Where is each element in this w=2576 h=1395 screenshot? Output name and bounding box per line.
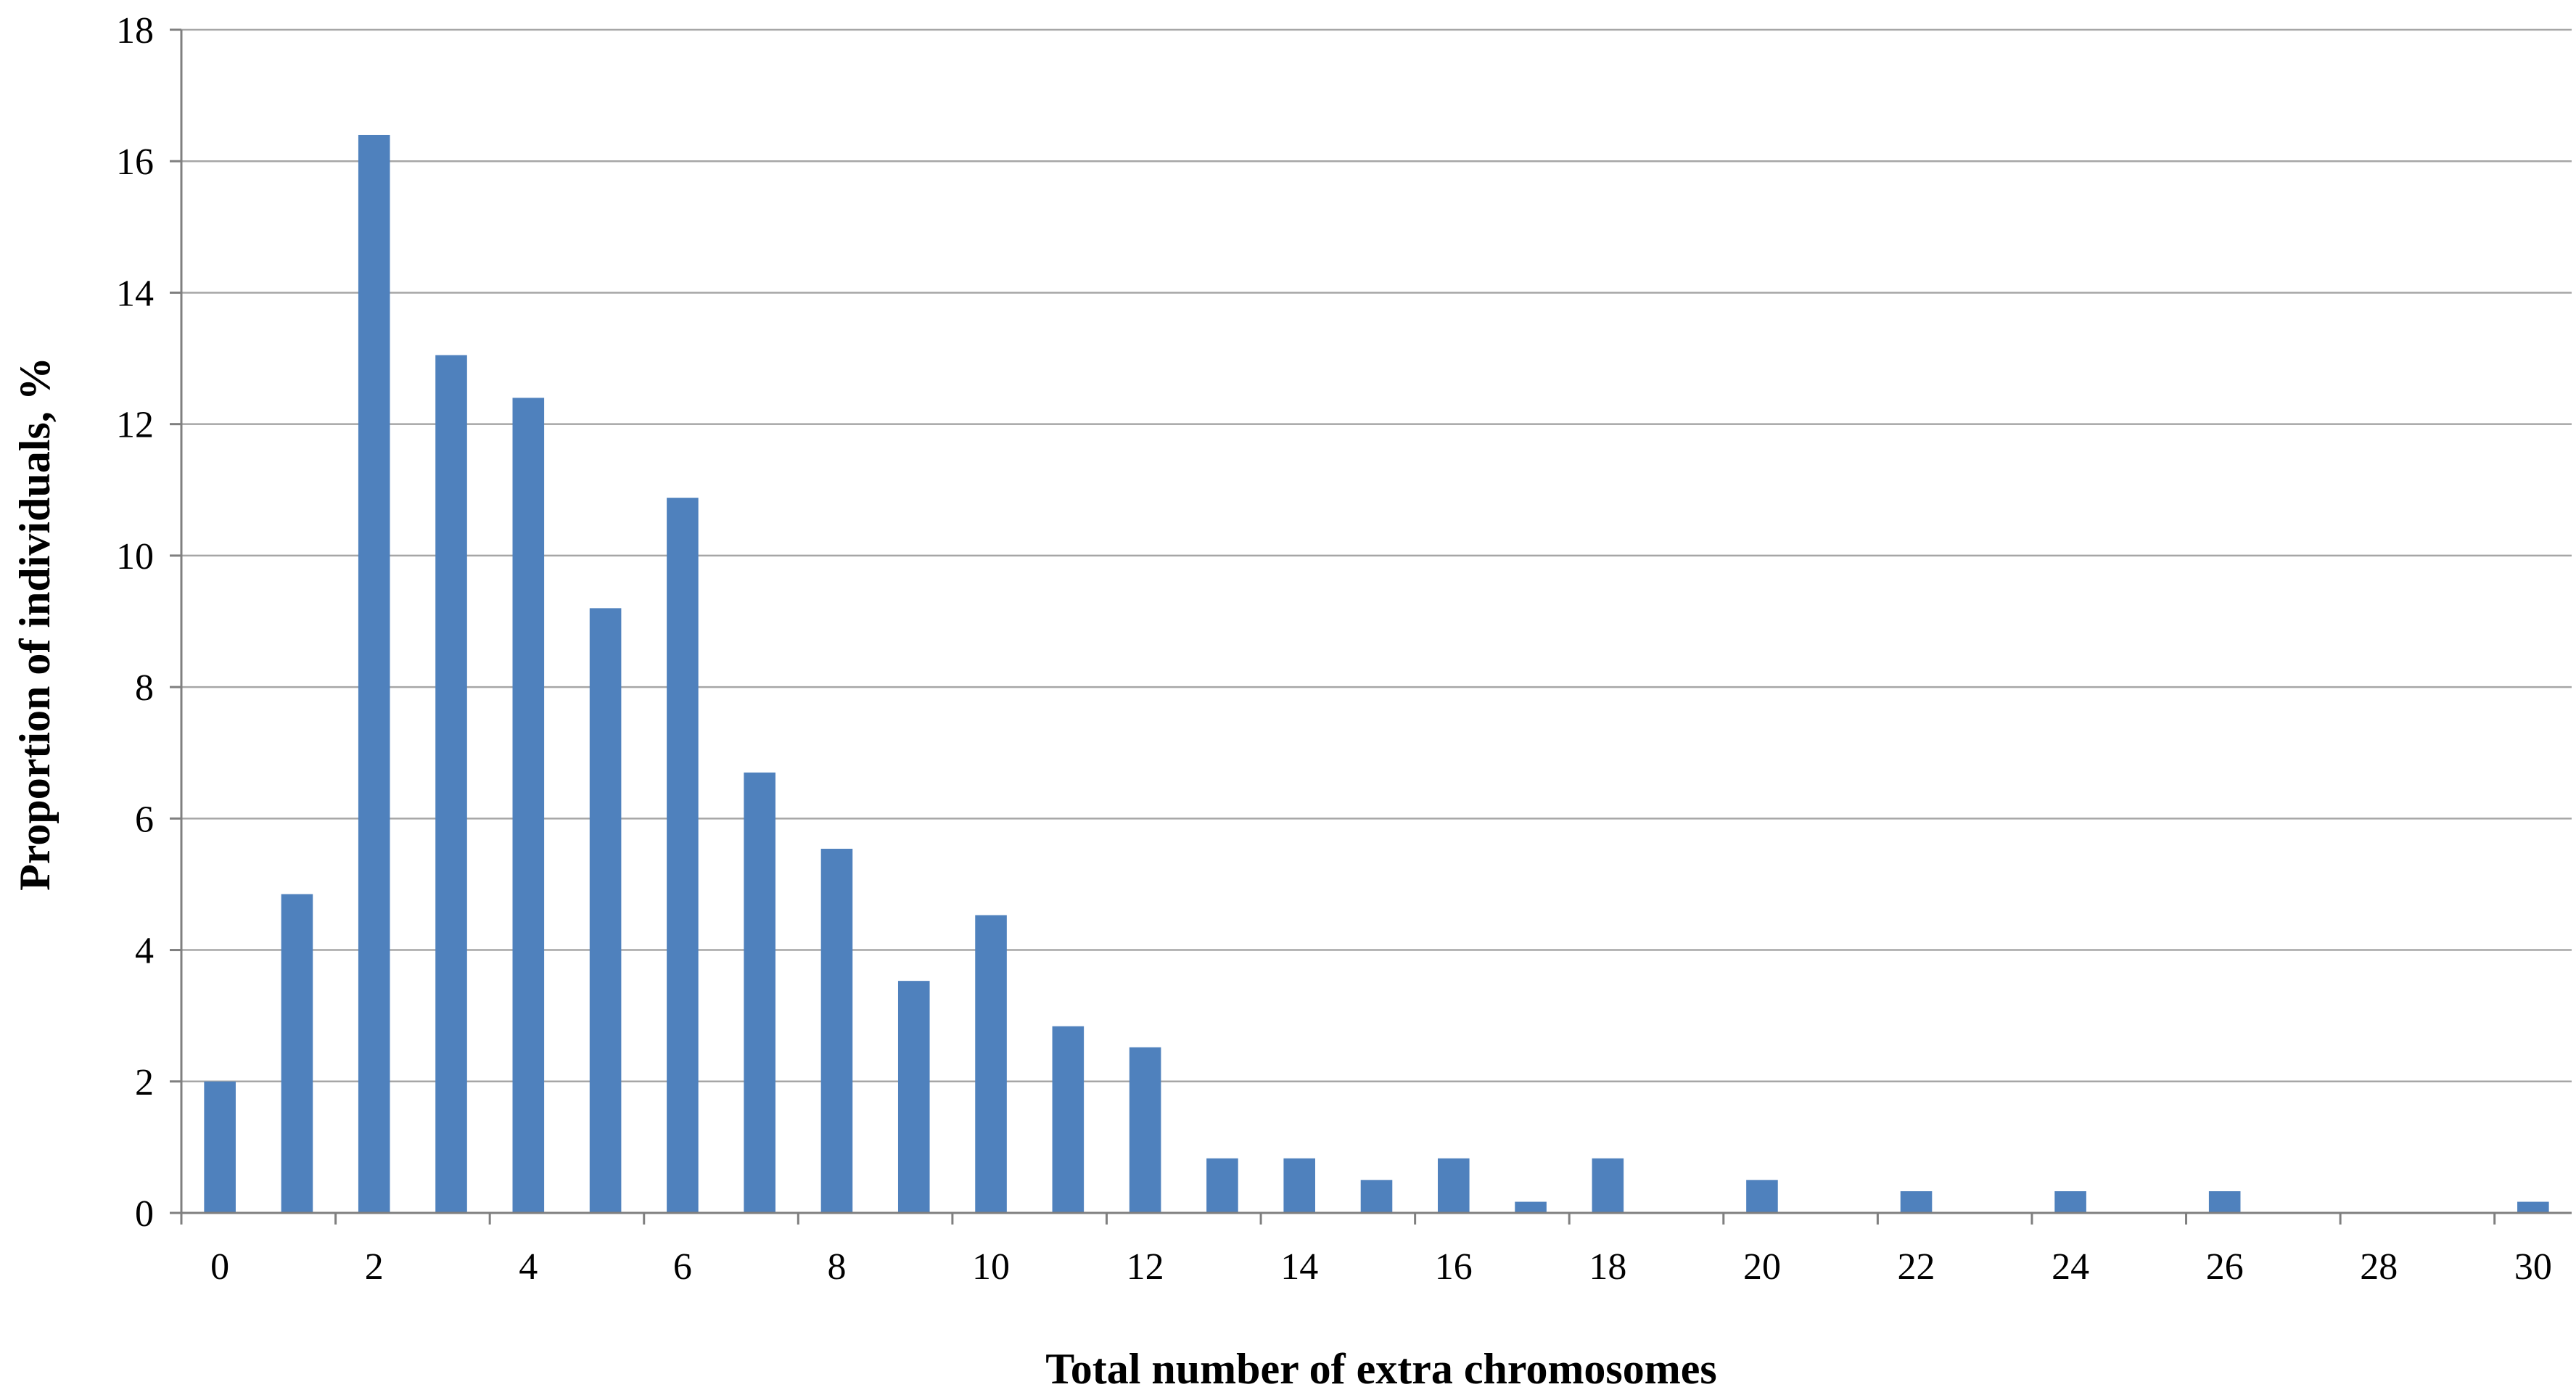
gridlines [181, 28, 2572, 1083]
x-tick-label: 20 [1743, 1246, 1781, 1288]
bar [1746, 1180, 1778, 1213]
x-tick-label: 24 [2052, 1246, 2089, 1288]
y-tick-label: 18 [116, 10, 154, 52]
y-tick-label: 0 [135, 1193, 154, 1235]
x-tick-label: 0 [210, 1246, 229, 1288]
bar [897, 981, 930, 1213]
bar [435, 355, 467, 1213]
bar [975, 915, 1007, 1213]
x-tick-label: 4 [519, 1246, 538, 1288]
x-tick-label: 2 [365, 1246, 384, 1288]
y-tick-label: 16 [116, 141, 154, 183]
bar [1900, 1191, 1933, 1213]
x-tick-label: 14 [1280, 1246, 1318, 1288]
y-tick-label: 6 [135, 799, 154, 840]
bar [820, 849, 853, 1213]
bar [512, 398, 545, 1213]
x-tick-label: 18 [1589, 1246, 1626, 1288]
bar [2517, 1201, 2549, 1213]
x-tick-label: 28 [2360, 1246, 2398, 1288]
bar [1052, 1026, 1085, 1213]
x-tick-label: 26 [2206, 1246, 2244, 1288]
bar [281, 894, 313, 1213]
y-tick-label: 8 [135, 667, 154, 709]
y-tick-label: 12 [116, 405, 154, 446]
x-tick-label: 8 [827, 1246, 846, 1288]
x-tick-label: 16 [1435, 1246, 1473, 1288]
x-tick-label: 30 [2514, 1246, 2552, 1288]
bar [1206, 1158, 1238, 1213]
x-tick-label: 12 [1127, 1246, 1164, 1288]
bar [1592, 1158, 1624, 1213]
bar [358, 134, 390, 1213]
bar [1438, 1158, 1470, 1213]
y-tick-label: 4 [135, 931, 154, 972]
y-tick-label: 14 [116, 273, 154, 314]
x-tick-label: 10 [972, 1246, 1010, 1288]
bar [2054, 1191, 2086, 1213]
x-tick-label: 22 [1898, 1246, 1935, 1288]
bars [204, 134, 2549, 1213]
bar [2208, 1191, 2241, 1213]
bar [1129, 1047, 1161, 1213]
bar [1283, 1158, 1315, 1213]
bar [667, 498, 699, 1213]
bar [744, 772, 775, 1213]
y-axis-title: Proportion of individuals, % [11, 357, 59, 891]
bar [1360, 1180, 1393, 1213]
x-tick-label: 6 [673, 1246, 692, 1288]
bar [204, 1081, 236, 1213]
x-axis-title: Total number of extra chromosomes [1045, 1345, 1717, 1391]
y-tick-label: 10 [116, 536, 154, 577]
bar [1515, 1201, 1547, 1213]
bar [589, 608, 622, 1213]
axes [170, 28, 2572, 1225]
y-tick-label: 2 [135, 1062, 154, 1103]
